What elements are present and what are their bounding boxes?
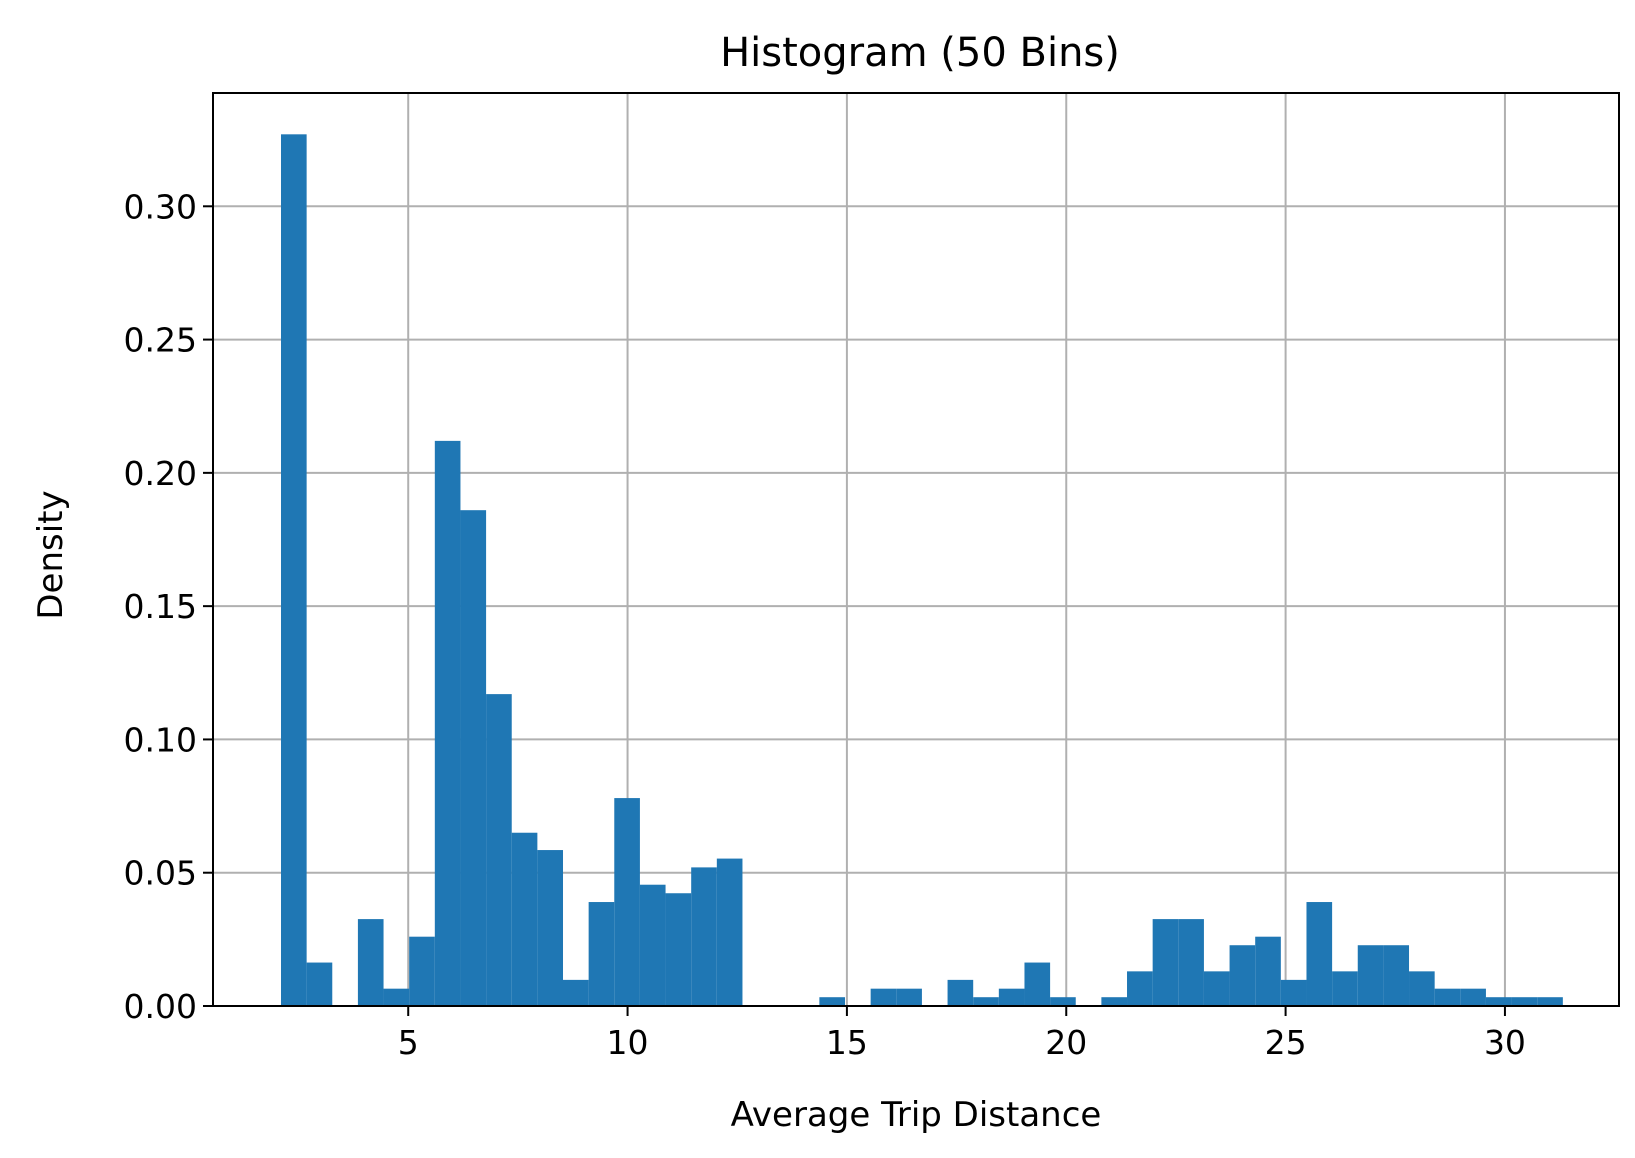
x-tick-label: 20 bbox=[1045, 1023, 1087, 1062]
histogram-bar bbox=[280, 134, 307, 1007]
histogram-bar bbox=[383, 988, 410, 1006]
y-tick-label: 0.05 bbox=[124, 854, 197, 893]
histogram-bar bbox=[1332, 971, 1358, 1006]
histogram-bar bbox=[511, 832, 538, 1006]
histogram-bar bbox=[1409, 971, 1435, 1006]
histogram-bar bbox=[1434, 988, 1461, 1006]
histogram-bar bbox=[896, 988, 922, 1006]
y-tick-label: 0.10 bbox=[124, 720, 197, 759]
histogram-bar bbox=[486, 694, 512, 1006]
x-tick-label: 5 bbox=[398, 1023, 419, 1062]
histogram-bar bbox=[1050, 997, 1076, 1006]
chart-title: Histogram (50 Bins) bbox=[720, 30, 1120, 76]
y-tick-label: 0.00 bbox=[124, 987, 197, 1026]
histogram-bar bbox=[1127, 971, 1153, 1006]
histogram-bar bbox=[1537, 997, 1563, 1006]
histogram-bar bbox=[434, 440, 461, 1006]
histogram-bar bbox=[691, 867, 717, 1006]
histogram-bar bbox=[357, 919, 384, 1006]
histogram-bar bbox=[1280, 979, 1307, 1006]
histogram-bar bbox=[870, 988, 897, 1006]
histogram-bar bbox=[819, 997, 846, 1006]
histogram-bar bbox=[563, 979, 589, 1006]
y-tick-label: 0.25 bbox=[124, 321, 197, 360]
histogram-bar bbox=[460, 510, 487, 1006]
y-axis-label: Density bbox=[31, 490, 71, 619]
bars-layer bbox=[280, 134, 1563, 1007]
y-tick-label: 0.15 bbox=[124, 587, 197, 626]
ticks-layer: 5 10 15 20 25 30 0.00 0.05 0.10 0.15 0.20 0.25 0.30 bbox=[124, 187, 1526, 1062]
y-tick-label: 0.30 bbox=[124, 187, 197, 226]
histogram-bar bbox=[947, 979, 974, 1006]
histogram-bar bbox=[1178, 919, 1204, 1006]
histogram-bar bbox=[1511, 997, 1538, 1006]
x-tick-label: 15 bbox=[826, 1023, 868, 1062]
histogram-bar bbox=[1024, 962, 1051, 1006]
histogram-bar bbox=[1229, 945, 1256, 1006]
x-tick-label: 25 bbox=[1265, 1023, 1307, 1062]
histogram-bar bbox=[998, 988, 1025, 1006]
x-tick-label: 30 bbox=[1484, 1023, 1526, 1062]
histogram-bar bbox=[1152, 919, 1179, 1006]
histogram-bar bbox=[973, 997, 999, 1006]
x-tick-label: 10 bbox=[607, 1023, 649, 1062]
histogram-bar bbox=[614, 798, 640, 1006]
x-axis-label: Average Trip Distance bbox=[731, 1095, 1102, 1135]
histogram-bar bbox=[306, 962, 333, 1006]
histogram-bar bbox=[1485, 997, 1512, 1006]
histogram-bar bbox=[665, 893, 692, 1006]
histogram-bar bbox=[409, 936, 435, 1006]
histogram-bar bbox=[1383, 945, 1410, 1006]
histogram-bar bbox=[1357, 945, 1384, 1006]
histogram-bar bbox=[1306, 902, 1333, 1006]
histogram-bar bbox=[1101, 997, 1128, 1006]
plot-frame bbox=[212, 92, 1620, 1007]
histogram-bar bbox=[1203, 971, 1230, 1006]
histogram-bar bbox=[537, 850, 564, 1006]
histogram-bar bbox=[716, 858, 743, 1006]
histogram-bar bbox=[1255, 936, 1281, 1006]
histogram-bar bbox=[588, 902, 615, 1006]
histogram-bar bbox=[639, 884, 666, 1006]
histogram-bar bbox=[1460, 988, 1486, 1006]
y-tick-label: 0.20 bbox=[124, 454, 197, 493]
